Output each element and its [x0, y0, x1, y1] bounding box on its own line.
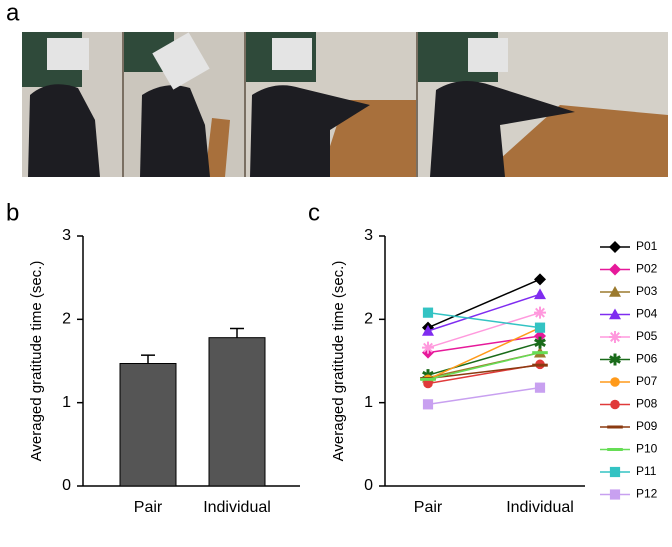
marker	[534, 336, 546, 349]
x-tick-label: Pair	[134, 499, 163, 516]
x-tick-label: Pair	[414, 499, 443, 516]
legend-label: P06	[636, 352, 658, 366]
legend-label: P08	[636, 397, 658, 411]
legend-marker	[609, 241, 621, 253]
marker	[422, 399, 434, 410]
y-tick-label: 2	[62, 311, 71, 328]
y-tick-label: 0	[364, 477, 373, 494]
marker	[534, 330, 546, 342]
series-line	[427, 278, 541, 329]
person	[140, 85, 210, 177]
series-line	[427, 326, 541, 381]
y-tick-label: 0	[62, 477, 71, 494]
series-line	[427, 341, 541, 376]
bar	[208, 337, 266, 487]
y-tick-label: 3	[364, 227, 373, 244]
face-mask	[468, 38, 508, 72]
panel-label: a	[6, 0, 20, 26]
panel-label: c	[308, 199, 320, 226]
series-line	[427, 293, 541, 332]
marker	[534, 382, 546, 393]
person	[430, 81, 575, 177]
series-line	[427, 364, 541, 380]
legend-label: P09	[636, 419, 658, 433]
series-line	[427, 351, 541, 381]
table	[205, 118, 230, 177]
series-line	[427, 311, 541, 329]
face-mask	[47, 38, 89, 70]
marker	[534, 288, 546, 300]
y-tick-label: 3	[62, 227, 71, 244]
legend-label: P04	[636, 307, 658, 321]
legend-marker	[609, 308, 621, 320]
person	[28, 84, 100, 177]
legend-marker	[609, 263, 621, 276]
x-tick-label: Individual	[203, 499, 271, 516]
marker	[532, 351, 548, 355]
legend-label: P02	[636, 262, 658, 276]
y-tick-label: 1	[364, 394, 373, 411]
legend-marker	[607, 448, 623, 451]
panel-label: b	[6, 199, 19, 226]
marker	[423, 378, 433, 389]
legend-marker	[609, 286, 621, 297]
table	[480, 105, 668, 177]
y-tick-label: 1	[62, 394, 71, 411]
face-mask	[272, 38, 312, 70]
marker	[420, 377, 436, 381]
person	[250, 85, 370, 177]
series-line	[427, 311, 541, 349]
marker	[422, 341, 434, 354]
legend-label: P10	[636, 442, 658, 456]
y-axis-label: Averaged gratitude time (sec.)	[330, 261, 347, 462]
legend-marker	[609, 489, 621, 500]
marker	[532, 363, 548, 367]
legend-marker	[610, 399, 620, 410]
legend-label: P07	[636, 374, 658, 388]
legend-label: P12	[636, 487, 658, 501]
face-mask	[152, 32, 210, 90]
bar	[119, 363, 177, 487]
legend-label: P03	[636, 284, 658, 298]
legend-label: P01	[636, 239, 658, 253]
marker	[534, 273, 546, 286]
legend-marker	[610, 377, 620, 387]
x-tick-label: Individual	[506, 499, 574, 516]
legend-marker	[609, 353, 621, 366]
marker	[534, 322, 546, 333]
marker	[422, 307, 434, 318]
legend-marker	[607, 425, 623, 429]
legend-label: P11	[636, 464, 657, 478]
series-line	[427, 335, 541, 354]
legend-label: P05	[636, 329, 658, 343]
marker	[422, 325, 434, 336]
y-tick-label: 2	[364, 311, 373, 328]
marker	[534, 306, 546, 319]
series-line	[427, 386, 541, 406]
legend-marker	[609, 466, 621, 478]
legend-marker	[609, 331, 621, 343]
photo-strip	[22, 32, 668, 177]
y-axis-label: Averaged gratitude time (sec.)	[28, 261, 45, 462]
